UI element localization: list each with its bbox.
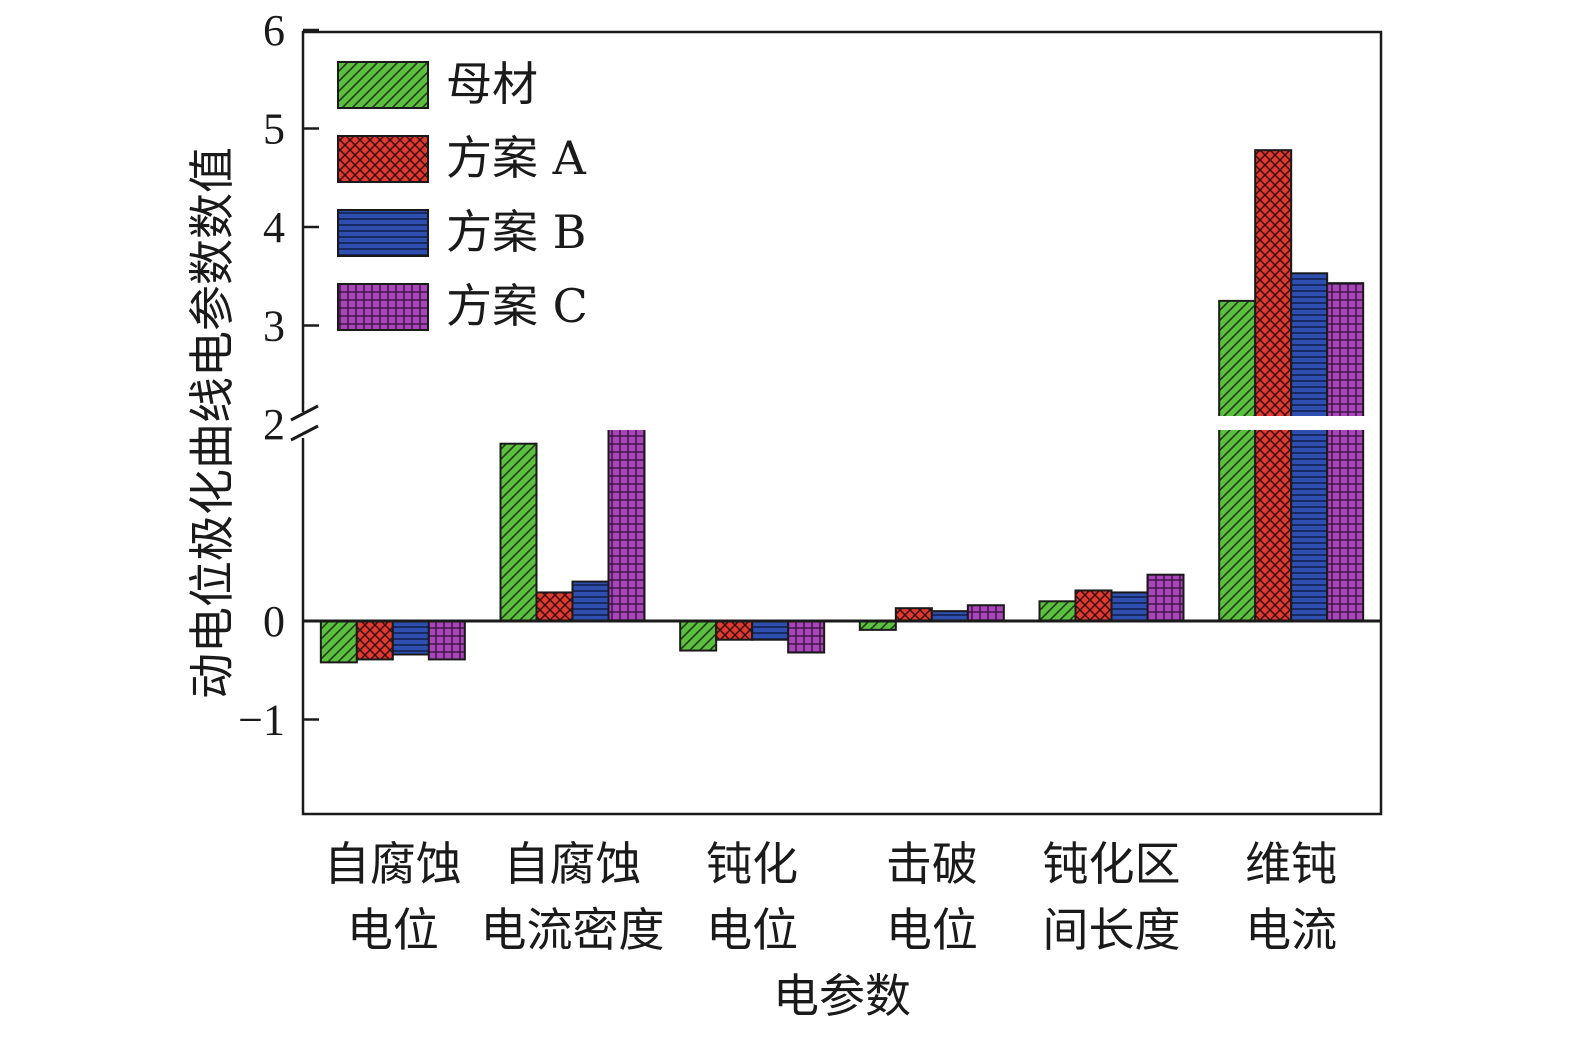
bar-5-1 bbox=[1038, 600, 1077, 622]
bar-break-gap bbox=[606, 416, 647, 430]
bar-6-1 bbox=[1218, 299, 1257, 622]
bar-2-2 bbox=[535, 591, 574, 622]
bar-3-4 bbox=[787, 620, 826, 654]
x-tick-label: 维钝 bbox=[1245, 837, 1337, 891]
bar-3-1 bbox=[679, 620, 718, 652]
y-axis-title: 动电位极化曲线电参数数值 bbox=[185, 147, 239, 699]
bar-2-1 bbox=[499, 442, 538, 623]
bar-1-4 bbox=[427, 620, 466, 661]
y-tick-label: 6 bbox=[263, 6, 285, 55]
x-tick-label: 钝化 bbox=[706, 837, 798, 891]
legend-label-2: 方案 A bbox=[446, 131, 587, 185]
y-tick-label: 5 bbox=[263, 105, 285, 154]
legend-label-3: 方案 B bbox=[446, 205, 586, 259]
x-axis-title: 电参数 bbox=[773, 969, 911, 1023]
x-tick-label: 间长度 bbox=[1043, 903, 1181, 957]
bar-6-3 bbox=[1290, 272, 1329, 622]
bar-6-4 bbox=[1326, 282, 1365, 622]
y-axis-break-mark bbox=[290, 404, 320, 442]
legend-swatch-2 bbox=[337, 135, 429, 183]
y-tick-label: 0 bbox=[263, 597, 285, 646]
y-axis-ticks: −1 0 2 3 4 5 6 bbox=[238, 6, 319, 745]
bar-1-1 bbox=[319, 620, 358, 664]
x-tick-label: 自腐蚀 bbox=[504, 837, 642, 891]
bar-5-2 bbox=[1074, 589, 1113, 623]
x-tick-label: 电位 bbox=[347, 903, 439, 957]
bar-1-2 bbox=[355, 620, 394, 661]
break-gaps-layer bbox=[606, 416, 1366, 430]
bar-2-3 bbox=[571, 580, 610, 622]
x-tick-label: 自腐蚀 bbox=[324, 837, 462, 891]
bar-5-4 bbox=[1146, 573, 1185, 623]
x-tick-label: 电位 bbox=[706, 903, 798, 957]
y-tick-label: 2 bbox=[263, 400, 285, 449]
x-tick-label: 钝化区 bbox=[1043, 837, 1181, 891]
bar-1-3 bbox=[391, 620, 430, 656]
bar-4-2 bbox=[894, 607, 933, 623]
bar-3-3 bbox=[751, 620, 790, 641]
bar-4-4 bbox=[966, 604, 1005, 622]
y-tick-label: −1 bbox=[238, 696, 285, 745]
legend-swatch-1 bbox=[337, 61, 429, 109]
x-tick-label: 电流 bbox=[1245, 903, 1337, 957]
legend-label-4: 方案 C bbox=[446, 279, 588, 333]
x-tick-label: 电流密度 bbox=[481, 903, 665, 957]
bar-5-3 bbox=[1110, 591, 1149, 622]
bars-layer bbox=[319, 149, 1365, 664]
bar-3-2 bbox=[715, 620, 754, 641]
legend-swatch-3 bbox=[337, 209, 429, 257]
y-tick-label: 4 bbox=[263, 203, 285, 252]
x-tick-label: 击破 bbox=[886, 837, 978, 891]
bar-break-gap bbox=[1217, 416, 1366, 430]
bar-6-2 bbox=[1254, 149, 1293, 622]
y-tick-label: 3 bbox=[263, 302, 285, 351]
x-tick-label: 电位 bbox=[886, 903, 978, 957]
legend-swatch-4 bbox=[337, 283, 429, 331]
legend-label-1: 母材 bbox=[446, 57, 538, 111]
bar-2-4 bbox=[607, 416, 646, 623]
